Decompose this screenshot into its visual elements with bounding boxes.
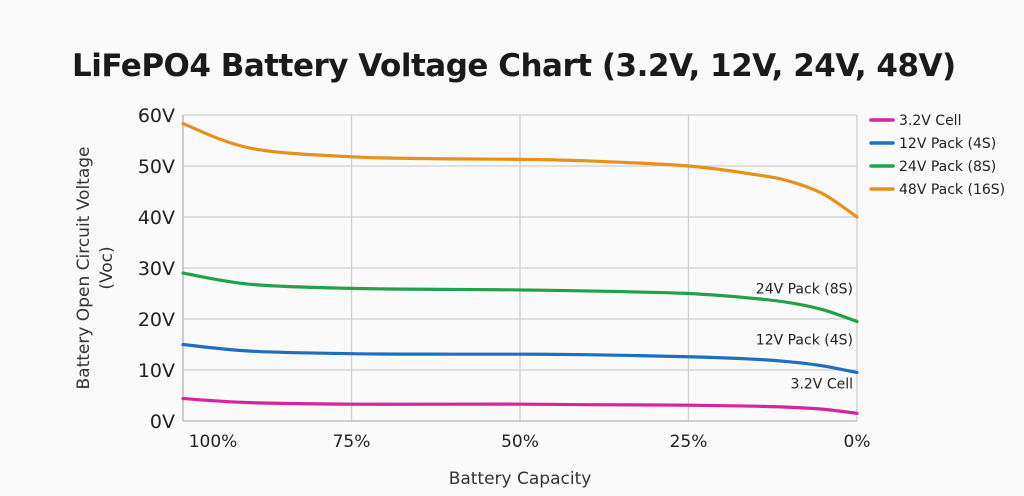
y-tick-label: 40V: [138, 207, 175, 229]
y-tick-label: 50V: [138, 156, 175, 178]
legend-label: 48V Pack (16S): [899, 182, 1005, 198]
series-line-1: [181, 342, 859, 375]
x-tick-label: 50%: [501, 432, 539, 452]
inline-series-label: 24V Pack (8S): [756, 282, 853, 298]
series-line-2: [181, 271, 859, 324]
y-axis-unit: (Voc): [97, 246, 117, 289]
legend-label: 3.2V Cell: [899, 113, 961, 129]
y-axis-label: Battery Open Circuit Voltage: [74, 146, 94, 389]
legend-label: 24V Pack (8S): [899, 159, 996, 175]
x-axis-label: Battery Capacity: [449, 469, 592, 489]
x-tick-label: 25%: [670, 432, 708, 452]
legend-label: 12V Pack (4S): [899, 136, 996, 152]
y-tick-label: 30V: [138, 258, 175, 280]
y-tick-label: 10V: [138, 360, 175, 382]
x-tick-label: 75%: [333, 432, 371, 452]
chart-title: LiFePO4 Battery Voltage Chart (3.2V, 12V…: [72, 48, 956, 84]
series-line-3: [181, 122, 859, 219]
inline-series-label: 3.2V Cell: [791, 376, 853, 392]
y-tick-label: 60V: [138, 105, 175, 127]
series-line-0: [181, 396, 859, 415]
y-tick-label: 0V: [150, 411, 175, 433]
x-tick-label: 0%: [844, 432, 871, 452]
inline-series-label: 12V Pack (4S): [756, 333, 853, 349]
y-tick-label: 20V: [138, 309, 175, 331]
x-tick-label: 100%: [189, 432, 238, 452]
